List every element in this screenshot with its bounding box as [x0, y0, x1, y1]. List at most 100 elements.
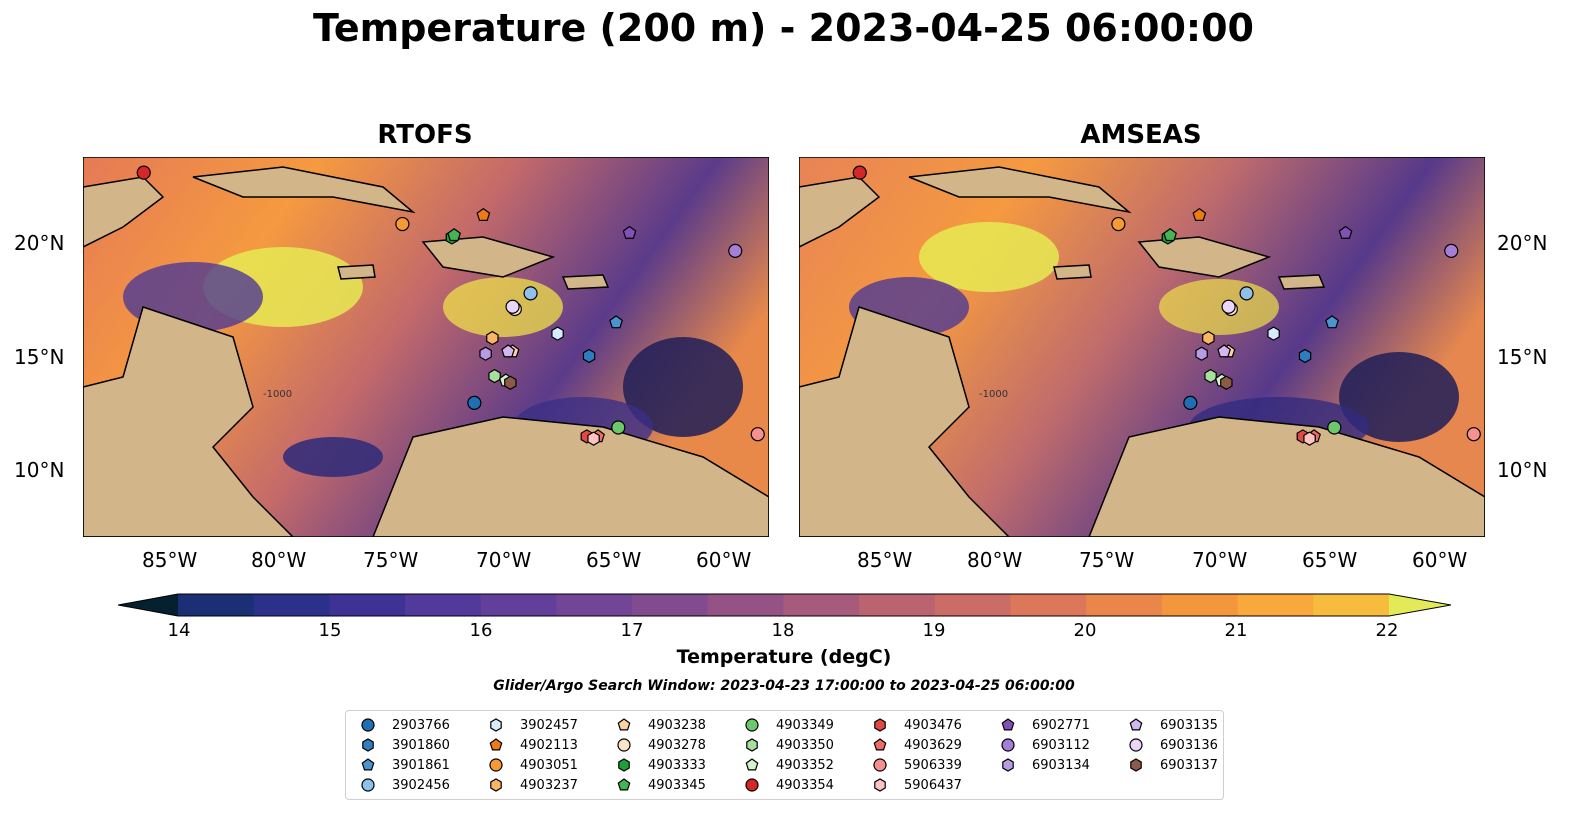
float-marker-5906437: [587, 431, 600, 446]
lon-label-left-80w: 80°W: [251, 548, 307, 572]
legend-marker-icon: [873, 758, 887, 772]
legend-marker-icon: [617, 738, 631, 752]
cool-anomaly: [1339, 352, 1459, 442]
colorbar-tick-label: 17: [620, 620, 644, 641]
colorbar-segment: [253, 594, 330, 616]
warm-anomaly: [1159, 279, 1279, 335]
colorbar-segment: [480, 594, 557, 616]
legend-label: 6903136: [1160, 737, 1218, 753]
colorbar-tick-label: 19: [922, 620, 946, 641]
float-marker-4903237: [486, 330, 499, 346]
legend-marker-icon: [490, 778, 502, 792]
float-marker-4903350: [488, 368, 501, 384]
float-marker-6903112: [728, 243, 743, 258]
legend-marker-icon: [874, 778, 886, 792]
legend-item: 4903349: [742, 715, 834, 735]
legend-marker-icon: [618, 758, 630, 772]
panel-title-amseas: AMSEAS: [1080, 120, 1202, 150]
legend-label: 3901860: [392, 737, 450, 753]
lat-label-right-15n: 15°N: [1497, 345, 1548, 369]
legend-item: 5906339: [870, 755, 962, 775]
legend-label: 6903134: [1032, 757, 1090, 773]
colorbar-segment: [934, 594, 1012, 616]
legend-label: 6903137: [1160, 757, 1218, 773]
legend-marker-icon: [1130, 758, 1142, 772]
legend-marker-icon: [617, 778, 631, 791]
lon-label-left-65w: 65°W: [586, 548, 642, 572]
colorbar-tick-label: 18: [771, 620, 795, 641]
colorbar-segment: [556, 594, 633, 616]
float-marker-5906339: [1466, 427, 1481, 442]
lon-label-right-75w: 75°W: [1079, 548, 1135, 572]
lon-label-right-85w: 85°W: [857, 548, 913, 572]
float-marker-3901861: [1325, 315, 1339, 329]
colorbar-extend-high: [1389, 594, 1451, 616]
legend-item: 3901860: [358, 735, 450, 755]
legend-marker-icon: [1129, 718, 1143, 731]
search-window-note: Glider/Argo Search Window: 2023-04-23 17…: [493, 678, 1075, 694]
legend-label: 4903349: [776, 717, 834, 733]
float-marker-6903136: [505, 299, 520, 314]
colorbar-segment: [783, 594, 860, 616]
lon-label-right-60w: 60°W: [1412, 548, 1468, 572]
legend-label: 3901861: [392, 757, 450, 773]
legend-marker-icon: [490, 718, 502, 732]
legend-marker-icon: [361, 758, 375, 771]
south-america-land: [1088, 416, 1485, 537]
colorbar-segment: [1010, 594, 1087, 616]
float-marker-4903237: [1202, 330, 1215, 346]
legend-label: 5906339: [904, 757, 962, 773]
jamaica-land: [337, 264, 376, 280]
legend-label: 4903476: [904, 717, 962, 733]
legend-item: 4903278: [614, 735, 706, 755]
legend-item: 4903238: [614, 715, 706, 735]
legend-marker-icon: [745, 778, 759, 792]
legend-marker-icon: [746, 738, 758, 752]
legend-label: 4903278: [648, 737, 706, 753]
central-america-land: [83, 306, 295, 537]
legend-item: 4903237: [486, 775, 578, 795]
legend-item: 4903354: [742, 775, 834, 795]
legend-label: 4903345: [648, 777, 706, 793]
cuba-land: [908, 166, 1132, 214]
float-marker-2903766: [467, 395, 482, 410]
float-marker-6903136: [1221, 299, 1236, 314]
contour-label: -1000: [979, 389, 1008, 400]
legend-item: 2903766: [358, 715, 450, 735]
float-marker-3902456: [1239, 286, 1254, 301]
float-marker-4903349: [611, 420, 626, 435]
float-marker-6903135: [1217, 344, 1231, 358]
puerto-rico-land: [561, 274, 610, 290]
legend-item: 4903333: [614, 755, 706, 775]
hispaniola-land: [1137, 236, 1272, 278]
hispaniola-land: [421, 236, 556, 278]
legend-label: 5906437: [904, 777, 962, 793]
colorbar-tick-label: 22: [1375, 620, 1399, 641]
lon-label-right-70w: 70°W: [1192, 548, 1248, 572]
float-marker-6903112: [1444, 243, 1459, 258]
lon-label-left-75w: 75°W: [363, 548, 419, 572]
colorbar-segment: [329, 594, 406, 616]
legend-marker-icon: [1001, 718, 1015, 731]
legend-marker-icon: [1001, 738, 1015, 752]
float-marker-5906437: [1303, 431, 1316, 446]
cool-anomaly: [283, 437, 383, 477]
legend-marker-icon: [489, 758, 503, 772]
panel-title-rtofs: RTOFS: [377, 120, 473, 150]
legend-label: 4903352: [776, 757, 834, 773]
cool-anomaly: [623, 337, 743, 437]
legend-item: 3902457: [486, 715, 578, 735]
colorbar-tick-label: 16: [469, 620, 493, 641]
float-marker-3901860: [582, 348, 596, 364]
lon-label-left-85w: 85°W: [142, 548, 198, 572]
colorbar-label: Temperature (degC): [676, 646, 892, 668]
legend-item: 4903352: [742, 755, 834, 775]
lat-label-left-15n: 15°N: [14, 345, 65, 369]
colorbar-tick-label: 14: [167, 620, 191, 641]
colorbar-segment: [1313, 594, 1390, 616]
legend-marker-icon: [745, 758, 759, 771]
float-marker-6903137: [504, 375, 517, 390]
legend-marker-icon: [745, 718, 759, 732]
legend-label: 4903629: [904, 737, 962, 753]
legend-marker-icon: [873, 738, 887, 751]
